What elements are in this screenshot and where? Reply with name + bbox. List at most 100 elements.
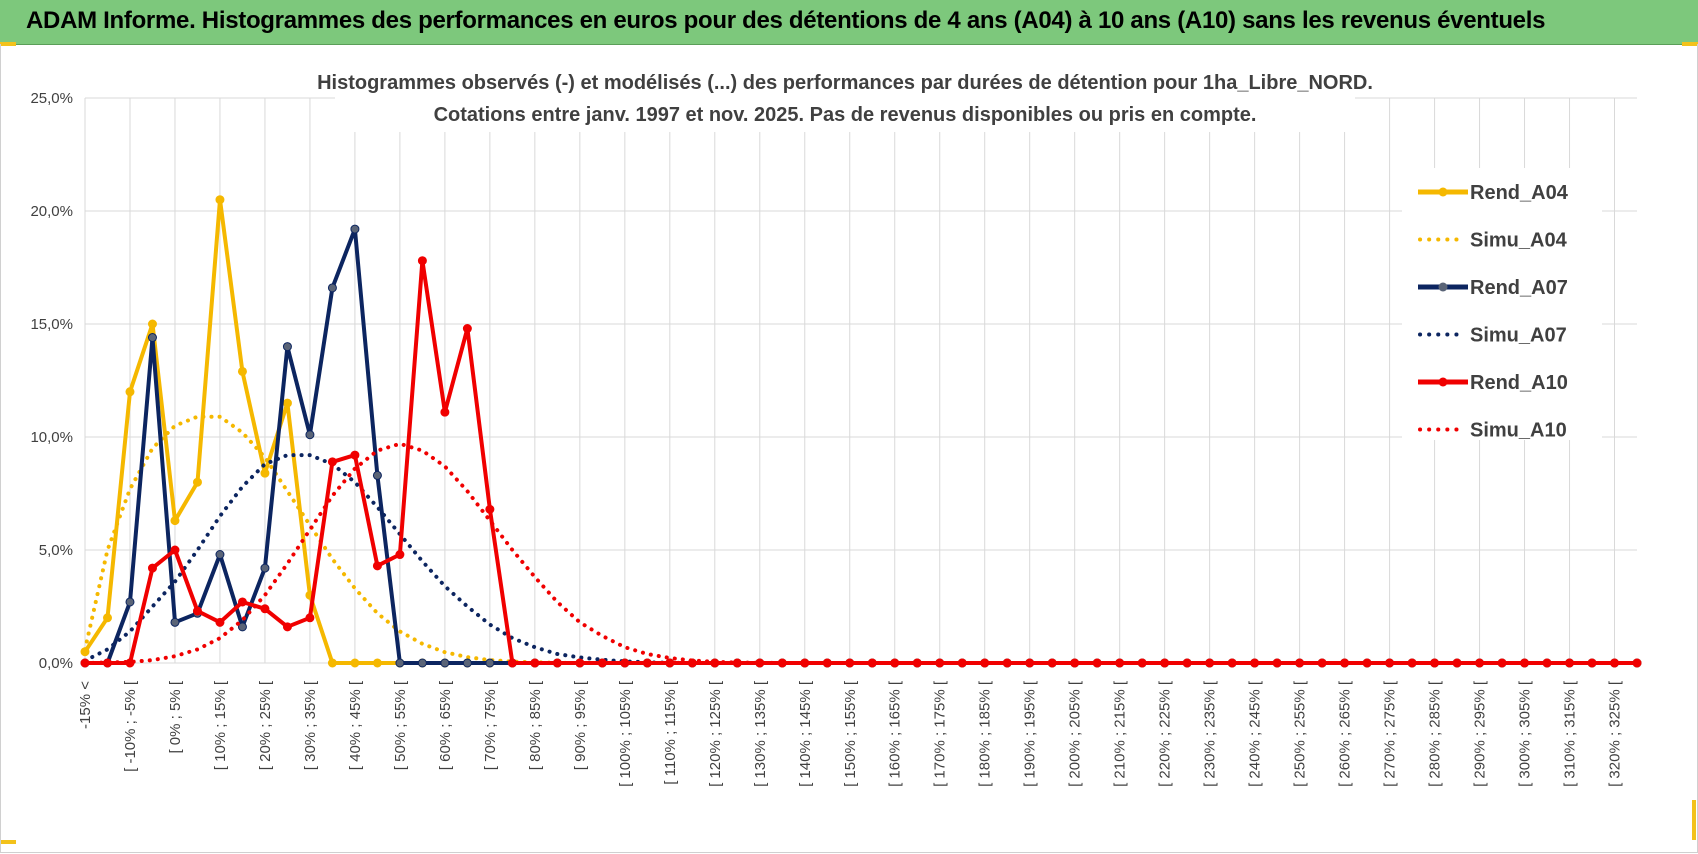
data-point-rend-a10 bbox=[552, 658, 562, 668]
data-point-rend-a07 bbox=[327, 283, 337, 293]
data-point-rend-a04 bbox=[260, 468, 270, 478]
legend: Rend_A04 Simu_A04 Rend_A07 Simu_A07 Rend_A10… bbox=[1402, 168, 1602, 442]
data-point-rend-a10 bbox=[305, 613, 315, 623]
data-point-rend-a10 bbox=[395, 550, 405, 560]
data-point-rend-a10 bbox=[642, 658, 652, 668]
x-tick-label: -15% < bbox=[77, 681, 94, 729]
series-line-simu-a10 bbox=[83, 441, 1639, 665]
series-line-simu-a07 bbox=[83, 453, 1639, 665]
data-point-rend-a10 bbox=[1632, 658, 1642, 668]
data-point-rend-a07 bbox=[237, 622, 247, 632]
data-point-rend-a07 bbox=[372, 470, 382, 480]
x-tick-label: [ 130% ; 135% [ bbox=[752, 680, 769, 787]
data-point-rend-a10 bbox=[350, 450, 360, 460]
x-tick-label: [ 290% ; 295% [ bbox=[1472, 680, 1489, 787]
x-tick-label: [ 300% ; 305% [ bbox=[1517, 680, 1534, 787]
data-point-rend-a10 bbox=[620, 658, 630, 668]
data-point-rend-a04 bbox=[102, 613, 112, 623]
x-tick-label: [ 170% ; 175% [ bbox=[932, 680, 949, 787]
data-point-rend-a10 bbox=[485, 504, 495, 514]
title-background bbox=[335, 62, 1355, 132]
x-tick-label: [ 240% ; 245% [ bbox=[1247, 680, 1264, 787]
data-point-rend-a10 bbox=[665, 658, 675, 668]
data-point-rend-a04 bbox=[147, 319, 157, 329]
x-tick-label: [ 180% ; 185% [ bbox=[977, 680, 994, 787]
y-tick-label: 5,0% bbox=[39, 542, 73, 559]
x-tick-label: [ -10% ; -5% [ bbox=[122, 680, 139, 772]
legend-label-rend-a10: Rend_A10 bbox=[1470, 372, 1568, 394]
x-tick-label: [ 200% ; 205% [ bbox=[1067, 680, 1084, 787]
y-tick-label: 0,0% bbox=[39, 655, 73, 672]
x-tick-label: [ 90% ; 95% [ bbox=[572, 680, 589, 770]
data-point-rend-a07 bbox=[485, 658, 495, 668]
data-point-rend-a04 bbox=[372, 658, 382, 668]
x-tick-label: [ 270% ; 275% [ bbox=[1382, 680, 1399, 787]
data-point-rend-a07 bbox=[305, 430, 315, 440]
data-point-rend-a10 bbox=[575, 658, 585, 668]
data-point-rend-a10 bbox=[215, 617, 225, 627]
data-point-rend-a04 bbox=[350, 658, 360, 668]
data-point-rend-a04 bbox=[282, 398, 292, 408]
axis-layer: 0,0% 5,0% 10,0% 15,0% 20,0% 25,0% -15% < [ -10%… bbox=[30, 90, 1623, 787]
x-tick-label: [ 120% ; 125% [ bbox=[707, 680, 724, 787]
data-point-rend-a04 bbox=[327, 658, 337, 668]
data-point-rend-a07 bbox=[215, 550, 225, 560]
data-point-rend-a10 bbox=[530, 658, 540, 668]
x-tick-label: [ 230% ; 235% [ bbox=[1202, 680, 1219, 787]
y-tick-label: 25,0% bbox=[30, 90, 73, 107]
data-point-rend-a07 bbox=[462, 658, 472, 668]
x-tick-label: [ 260% ; 265% [ bbox=[1337, 680, 1354, 787]
data-point-rend-a07 bbox=[125, 597, 135, 607]
legend-label-simu-a07: Simu_A07 bbox=[1470, 325, 1567, 347]
data-point-rend-a10 bbox=[597, 658, 607, 668]
x-tick-label: [ 40% ; 45% [ bbox=[347, 680, 364, 770]
x-tick-label: [ 110% ; 115% [ bbox=[662, 680, 679, 785]
chart-title-block: Histogrammes observés (-) et modélisés (… bbox=[317, 62, 1373, 132]
data-point-rend-a10 bbox=[327, 457, 337, 467]
report-title: ADAM Informe. Histogrammes des performan… bbox=[26, 7, 1546, 34]
chart-title: Histogrammes observés (-) et modélisés (… bbox=[317, 72, 1373, 94]
series-line-simu-a04 bbox=[83, 414, 1639, 665]
legend-label-simu-a10: Simu_A10 bbox=[1470, 420, 1567, 442]
legend-label-simu-a04: Simu_A04 bbox=[1470, 230, 1568, 252]
data-point-rend-a04 bbox=[125, 387, 135, 397]
data-point-rend-a10 bbox=[462, 324, 472, 334]
data-point-rend-a07 bbox=[417, 658, 427, 668]
data-point-rend-a10 bbox=[372, 561, 382, 571]
data-point-rend-a04 bbox=[170, 516, 180, 526]
x-tick-label: [ 100% ; 105% [ bbox=[617, 680, 634, 787]
data-point-rend-a07 bbox=[350, 224, 360, 234]
y-tick-label: 10,0% bbox=[30, 429, 73, 446]
data-point-rend-a04 bbox=[215, 195, 225, 205]
x-tick-label: [ 150% ; 155% [ bbox=[842, 680, 859, 787]
x-tick-label: [ 80% ; 85% [ bbox=[527, 680, 544, 770]
x-tick-label: [ 220% ; 225% [ bbox=[1157, 680, 1174, 787]
x-tick-label: [ 0% ; 5% [ bbox=[167, 680, 184, 753]
data-point-rend-a10 bbox=[170, 545, 180, 555]
x-tick-label: [ 160% ; 165% [ bbox=[887, 680, 904, 787]
x-tick-label: [ 210% ; 215% [ bbox=[1112, 680, 1129, 787]
y-tick-label: 20,0% bbox=[30, 203, 73, 220]
x-tick-label: [ 50% ; 55% [ bbox=[392, 680, 409, 770]
x-tick-label: [ 310% ; 315% [ bbox=[1562, 680, 1579, 787]
data-point-rend-a10 bbox=[417, 256, 427, 266]
corner-accent-top-right bbox=[1682, 42, 1698, 46]
data-point-rend-a07 bbox=[440, 658, 450, 668]
data-point-rend-a07 bbox=[260, 563, 270, 573]
x-tick-label: [ 60% ; 65% [ bbox=[437, 680, 454, 770]
data-point-rend-a10 bbox=[440, 407, 450, 417]
x-tick-label: [ 10% ; 15% [ bbox=[212, 680, 229, 770]
legend-marker-rend-a04 bbox=[1438, 187, 1448, 197]
corner-accent-top-left bbox=[0, 42, 16, 46]
data-point-rend-a07 bbox=[170, 617, 180, 627]
corner-accent-bottom-left bbox=[0, 840, 16, 844]
y-tick-label: 15,0% bbox=[30, 316, 73, 333]
data-point-rend-a07 bbox=[282, 342, 292, 352]
data-point-rend-a07 bbox=[147, 333, 157, 343]
x-tick-label: [ 20% ; 25% [ bbox=[257, 680, 274, 770]
data-point-rend-a10 bbox=[147, 563, 157, 573]
x-tick-label: [ 140% ; 145% [ bbox=[797, 680, 814, 787]
data-point-rend-a10 bbox=[507, 658, 517, 668]
x-tick-label: [ 30% ; 35% [ bbox=[302, 680, 319, 770]
